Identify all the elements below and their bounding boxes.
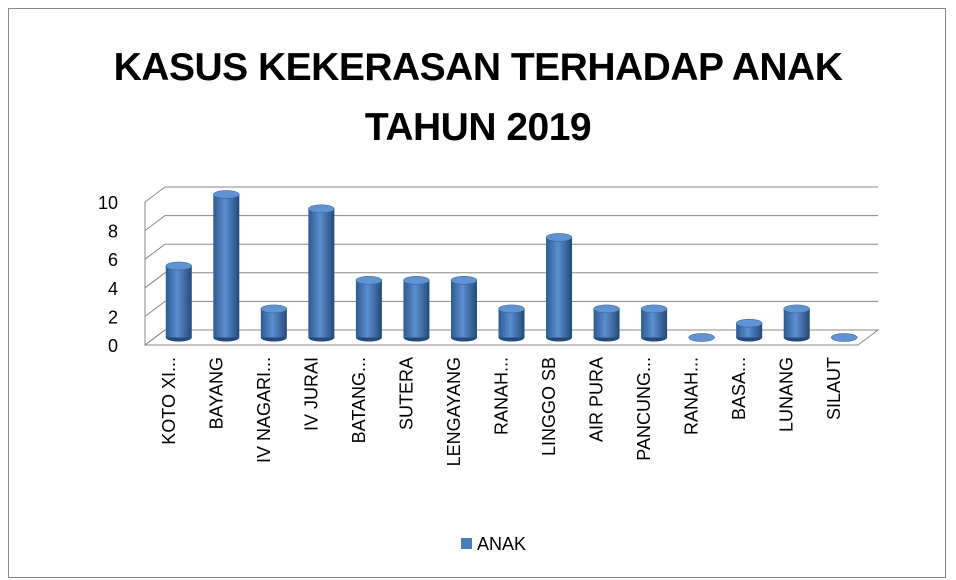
x-tick-label: RANAH... xyxy=(682,357,702,435)
x-tick-label: LENGAYANG xyxy=(444,357,464,466)
cylinder-top xyxy=(308,204,335,214)
cylinder-top xyxy=(498,304,525,314)
grid-line xyxy=(144,215,878,232)
y-tick-label: 4 xyxy=(108,279,118,299)
x-tick-label: AIR PURA xyxy=(587,357,607,442)
bar xyxy=(355,280,382,338)
grid-line xyxy=(144,329,878,346)
cylinder-top xyxy=(165,261,193,271)
bar xyxy=(783,308,810,338)
y-tick-label: 6 xyxy=(108,250,118,270)
chart-frame xyxy=(8,8,946,578)
cylinder-top xyxy=(830,333,858,342)
x-tick-label: BAYANG xyxy=(206,357,226,429)
bar xyxy=(213,194,240,338)
cylinder-top xyxy=(213,190,240,199)
grid-line xyxy=(144,300,878,317)
cylinder-top xyxy=(783,304,810,314)
cylinder-top xyxy=(640,304,668,314)
x-tick-label: LUNANG xyxy=(777,357,797,432)
bar xyxy=(165,266,192,338)
x-tick-label: BATANG... xyxy=(349,357,369,443)
x-tick-label: SILAUT xyxy=(824,357,844,420)
bar xyxy=(308,208,335,338)
y-tick-label: 2 xyxy=(108,307,118,327)
bar xyxy=(260,308,287,338)
cylinder-top xyxy=(403,276,430,285)
y-tick-label: 10 xyxy=(98,193,118,213)
bar xyxy=(546,237,573,338)
x-tick-label: RANAH... xyxy=(492,357,512,435)
bar xyxy=(593,308,620,338)
x-tick-label: LINGGO SB xyxy=(539,357,559,456)
x-tick-label: PANCUNG... xyxy=(634,357,654,461)
x-tick-label: KOTO XI... xyxy=(159,357,179,445)
y-tick-label: 0 xyxy=(108,336,118,356)
x-tick-label: SUTERA xyxy=(396,357,416,430)
x-tick-label: BASA... xyxy=(729,357,749,420)
grid-line xyxy=(144,272,878,289)
cylinder-top xyxy=(593,304,620,314)
cylinder-top xyxy=(260,304,288,314)
bar xyxy=(498,308,525,338)
legend-label: ANAK xyxy=(477,534,526,554)
cylinder-top xyxy=(735,318,763,328)
cylinder-top xyxy=(688,333,715,342)
x-tick-label: IV NAGARI... xyxy=(254,357,274,463)
bar xyxy=(641,308,668,338)
grid-line xyxy=(144,243,878,260)
bar xyxy=(450,280,477,338)
y-tick-label: 8 xyxy=(108,222,118,242)
cylinder-top xyxy=(355,276,383,285)
chart-title: KASUS KEKERASAN TERHADAP ANAK TAHUN 2019 xyxy=(113,46,843,149)
x-tick-label: IV JURAI xyxy=(301,357,321,431)
grid-line xyxy=(144,186,878,203)
cylinder-top xyxy=(450,276,478,285)
cylinder-top xyxy=(545,233,573,242)
bar xyxy=(403,280,430,338)
legend-swatch xyxy=(461,538,472,549)
